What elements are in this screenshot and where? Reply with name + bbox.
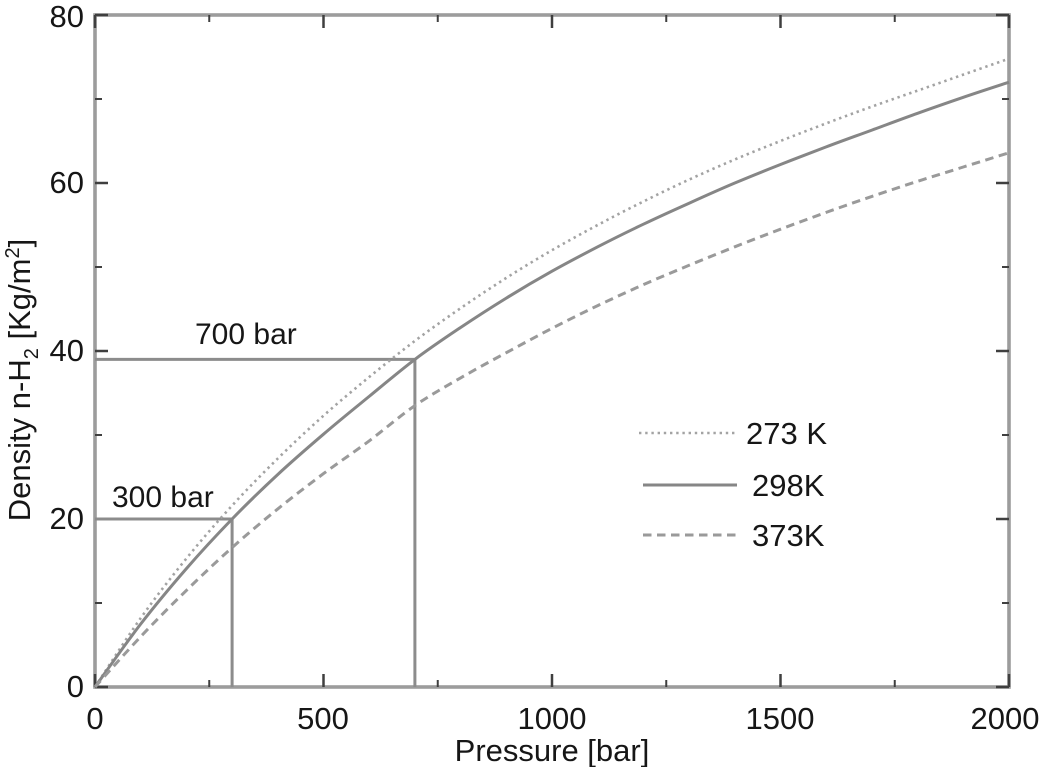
x-tick-label-500: 500 [297, 701, 349, 736]
x-tick-label-2000: 2000 [971, 701, 1039, 736]
annotation-line-700bar [95, 357, 417, 687]
y-tick-label-80: 80 [50, 0, 84, 34]
curve-273k [93, 57, 1010, 688]
annotation-label-700bar: 700 bar [195, 318, 297, 351]
curve-298k [93, 80, 1010, 688]
y-axis-title-close: ] [2, 239, 37, 248]
legend-label-298k: 298K [752, 468, 825, 503]
legend-label-373k: 373K [752, 518, 825, 553]
annotation-label-300bar: 300 bar [112, 481, 214, 514]
curve-373k [93, 151, 1010, 689]
y-axis-title-subscript: 2 [21, 348, 43, 359]
y-tick-label-40: 40 [50, 333, 84, 368]
annotation-line-300bar [95, 517, 234, 687]
x-axis-title: Pressure [bar] [455, 733, 650, 767]
y-tick-label-20: 20 [50, 501, 84, 536]
x-tick-label-1000: 1000 [518, 701, 587, 736]
y-axis-title-main: Density n-H [2, 359, 37, 521]
x-tick-label-1500: 1500 [746, 701, 815, 736]
x-tick-label-0: 0 [86, 701, 103, 736]
y-axis-title-superscript: 2 [2, 247, 24, 258]
y-axis-title: Density n-H2 [Kg/m2] [2, 239, 43, 521]
legend-label-273k: 273 K [746, 416, 827, 451]
y-tick-label-60: 60 [50, 165, 84, 200]
y-tick-label-0: 0 [67, 669, 84, 704]
legend: 273 K 298K 373K [639, 416, 827, 553]
y-axis-title-mid: [Kg/m [2, 259, 37, 349]
